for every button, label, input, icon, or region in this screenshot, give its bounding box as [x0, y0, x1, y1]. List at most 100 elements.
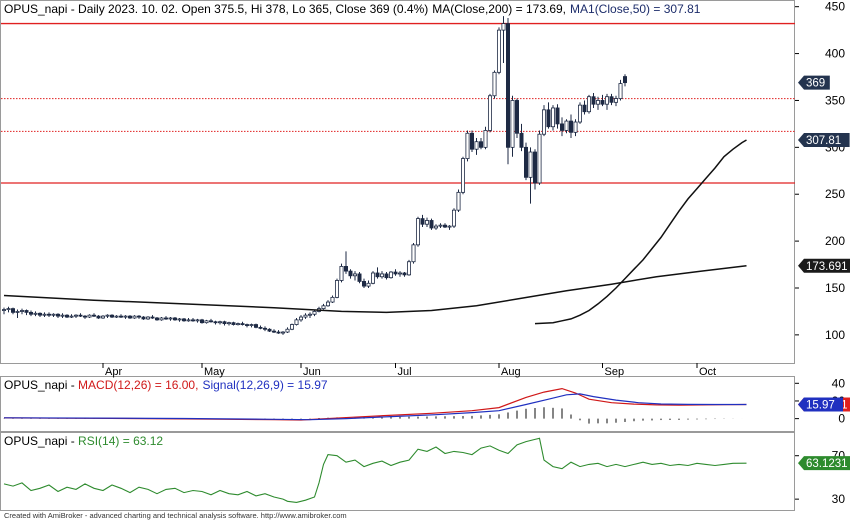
- macd-y-tick-label: 0: [838, 412, 845, 426]
- candle-body-up: [298, 316, 303, 321]
- candle-body-up: [537, 133, 542, 184]
- candle-body-up: [42, 313, 47, 316]
- candle-body-down: [199, 319, 204, 324]
- price-x-tick-label: Sep: [605, 366, 625, 378]
- price-y-tick-label: 200: [825, 234, 845, 248]
- candle-body-up: [217, 321, 222, 324]
- candle-body-up: [334, 280, 339, 298]
- candle-body-down: [231, 322, 236, 325]
- candle-body-up: [204, 320, 209, 324]
- candle-body-down: [267, 328, 272, 332]
- candlestick-series: [2, 16, 628, 335]
- rsi-title: OPUS_napi - RSI(14) = 63.12: [4, 434, 163, 448]
- candle-body-up: [451, 209, 456, 227]
- candle-body-up: [438, 224, 443, 227]
- candle-body-up: [249, 324, 254, 326]
- candle-body-down: [127, 315, 132, 319]
- candle-body-up: [114, 315, 119, 318]
- candle-body-down: [10, 308, 15, 313]
- candle-body-down: [343, 266, 348, 272]
- macd-title: OPUS_napi - MACD(12,26) = 16.00, Signal(1…: [4, 378, 328, 392]
- candle-body-up: [330, 296, 335, 303]
- candle-body-down: [110, 314, 115, 318]
- candle-body-up: [424, 220, 429, 225]
- macd-series: [3, 387, 747, 421]
- price-panel-frame: [0, 0, 795, 364]
- candle-body-up: [2, 309, 7, 311]
- candle-body-down: [533, 151, 538, 184]
- candle-body-up: [456, 191, 461, 211]
- price-x-tick-label: Jun: [303, 366, 321, 378]
- rsi-badges: 63.1231: [798, 456, 850, 471]
- candle-body-up: [177, 318, 182, 321]
- candle-body-up: [492, 71, 497, 97]
- candle-body-up: [19, 310, 24, 312]
- candle-body-up: [388, 271, 393, 279]
- macd-title-signal: Signal(12,26,9) = 15.97: [202, 378, 327, 392]
- candle-body-up: [74, 314, 79, 317]
- candle-body-down: [361, 281, 366, 287]
- rsi-y-tick-label: 30: [832, 492, 846, 506]
- price-x-tick-label: Jul: [398, 366, 412, 378]
- candle-body-down: [222, 321, 227, 325]
- price-badge-shape: [798, 258, 850, 273]
- macd-title-macd: MACD(12,26) = 16.00,: [78, 378, 198, 392]
- candle-body-down: [519, 132, 524, 148]
- price-y-tick-label: 400: [825, 47, 845, 61]
- candle-body-up: [6, 308, 11, 311]
- candle-body-down: [83, 315, 88, 318]
- candle-body-up: [145, 316, 150, 320]
- candle-body-down: [141, 316, 146, 320]
- candle-body-down: [515, 100, 520, 134]
- candle-body-up: [487, 95, 492, 131]
- candle-body-down: [469, 132, 474, 150]
- candle-body-up: [101, 315, 106, 319]
- candle-body-up: [528, 151, 533, 178]
- candle-body-down: [555, 107, 560, 125]
- candle-body-down: [65, 314, 70, 318]
- price-title-ma50: MA1(Close,50) = 307.81: [570, 2, 701, 16]
- candle-body-down: [258, 326, 263, 329]
- candle-body-down: [591, 96, 596, 105]
- candle-body-down: [28, 311, 33, 315]
- price-x-tick-label: Aug: [501, 366, 521, 378]
- rsi-title-sep: -: [67, 434, 78, 448]
- price-badge-label: 369: [806, 78, 825, 90]
- rsi-title-value: RSI(14) = 63.12: [78, 434, 163, 448]
- candle-body-up: [303, 314, 308, 318]
- price-badge-shape: [798, 75, 830, 90]
- candle-body-up: [411, 244, 416, 263]
- candle-body-up: [294, 319, 299, 325]
- macd-signal-line: [3, 393, 747, 421]
- macd-badge-label: 15.97: [806, 400, 835, 412]
- price-title-info: - Daily 2023. 10. 02. Open 375.5, Hi 378…: [67, 2, 428, 16]
- candle-body-up: [339, 266, 344, 281]
- candle-body-up: [618, 83, 623, 99]
- price-badge-shape: [798, 133, 850, 148]
- candle-body-up: [542, 109, 547, 135]
- price-y-tick-label: 250: [825, 187, 845, 201]
- rsi-line: [3, 437, 747, 503]
- candle-body-down: [172, 317, 177, 321]
- candle-body-down: [253, 324, 258, 328]
- candle-body-up: [33, 312, 38, 315]
- candle-body-down: [38, 312, 43, 316]
- candle-body-down: [56, 313, 61, 317]
- candle-body-down: [78, 314, 83, 317]
- candle-body-up: [226, 322, 231, 325]
- candle-body-down: [560, 123, 565, 131]
- candle-body-down: [213, 321, 218, 324]
- candle-body-down: [442, 224, 447, 228]
- candle-body-up: [474, 141, 479, 150]
- candle-body-up: [614, 98, 619, 103]
- candle-body-up: [307, 313, 312, 316]
- candle-body-up: [123, 315, 128, 318]
- candle-body-up: [578, 104, 583, 123]
- price-title-ma200: MA(Close,200) = 173.69,: [432, 2, 566, 16]
- price-badge-label: 173.691: [806, 261, 848, 273]
- price-y-tick-label: 450: [825, 0, 845, 14]
- candle-body-down: [420, 218, 425, 225]
- candle-body-up: [501, 23, 506, 31]
- candle-body-down: [375, 272, 380, 278]
